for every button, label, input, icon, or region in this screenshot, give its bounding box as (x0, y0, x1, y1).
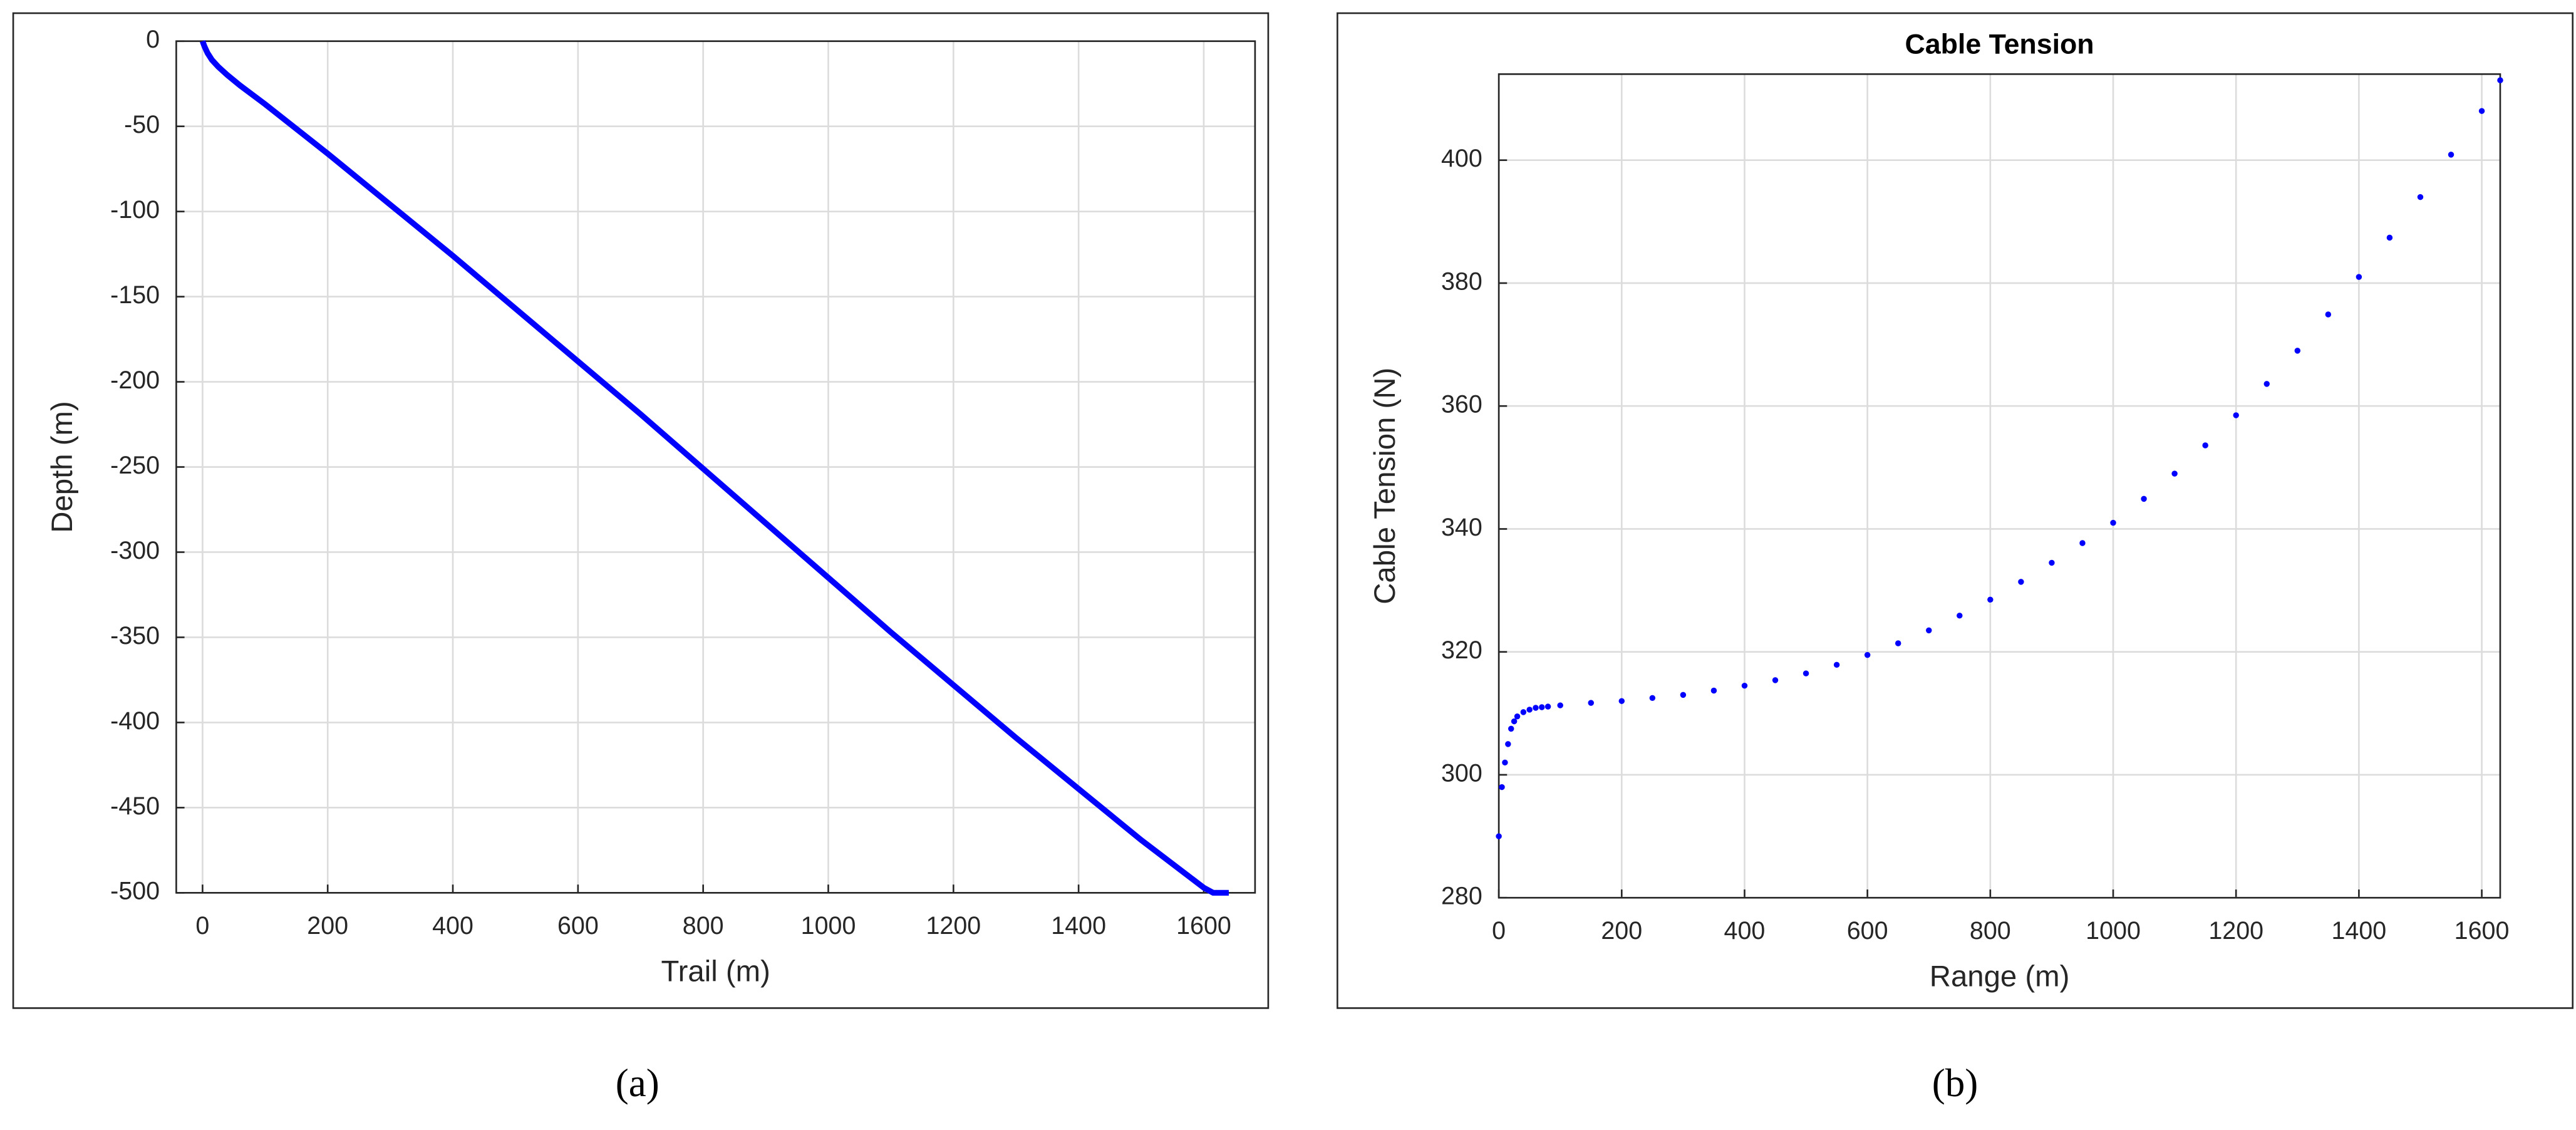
data-point (1511, 718, 1518, 725)
data-point (1533, 705, 1539, 711)
y-tick-label: -400 (110, 707, 160, 735)
panel-frame (12, 12, 1270, 1009)
data-point (2325, 311, 2332, 318)
chart-title: Cable Tension (1905, 29, 2094, 60)
y-tick-label: -500 (110, 878, 160, 905)
data-point (2171, 470, 2178, 477)
data-point (1526, 707, 1533, 713)
data-point (1957, 613, 1963, 619)
data-point (1741, 682, 1748, 689)
data-point (1496, 833, 1502, 839)
y-axis-label: Cable Tension (N) (1368, 368, 1402, 604)
data-point (2233, 412, 2239, 418)
x-tick-label: 1600 (2454, 917, 2510, 945)
data-point (1833, 661, 1840, 668)
x-tick-label: 1200 (2208, 917, 2263, 945)
data-point (1514, 713, 1521, 720)
y-tick-label: -150 (110, 281, 160, 309)
data-point (1680, 692, 1687, 698)
data-point (1539, 704, 1545, 710)
data-point (2141, 495, 2147, 502)
y-tick-label: 360 (1441, 391, 1482, 418)
data-point (2263, 381, 2270, 387)
y-tick-label: 280 (1441, 883, 1482, 910)
data-point (2386, 234, 2393, 241)
data-point (2018, 579, 2024, 585)
data-line (200, 40, 1229, 896)
data-point (1710, 687, 1717, 694)
x-tick-label: 200 (307, 912, 348, 940)
y-tick-label: -100 (110, 196, 160, 224)
data-point (1772, 677, 1779, 683)
data-point (1987, 596, 1994, 603)
data-point (2110, 519, 2116, 526)
plot-frame (1497, 73, 2501, 899)
x-tick-label: 600 (557, 912, 599, 940)
x-tick-label: 1400 (2332, 917, 2387, 945)
x-tick-label: 1600 (1176, 912, 1231, 940)
data-point (1557, 702, 1563, 708)
x-tick-label: 1000 (801, 912, 856, 940)
data-point (2417, 194, 2424, 200)
y-tick-label: 400 (1441, 145, 1482, 172)
x-axis-label: Trail (m) (661, 955, 770, 988)
caption: (a) (616, 1061, 660, 1105)
data-point (1544, 703, 1551, 710)
x-tick-label: 1400 (1051, 912, 1106, 940)
x-tick-label: 200 (1601, 917, 1642, 945)
data-point (1502, 759, 1508, 766)
plot-frame (175, 40, 1256, 894)
data-point (2448, 152, 2454, 158)
x-tick-label: 600 (1847, 917, 1888, 945)
data-point (1618, 698, 1625, 704)
data-point (2497, 77, 2503, 83)
data-point (2356, 274, 2362, 280)
x-tick-label: 400 (432, 912, 473, 940)
y-tick-label: -300 (110, 537, 160, 564)
y-tick-label: 300 (1441, 759, 1482, 787)
caption: (b) (1932, 1061, 1979, 1105)
data-point (2202, 442, 2208, 448)
x-tick-label: 0 (195, 912, 209, 940)
x-tick-label: 0 (1492, 917, 1506, 945)
data-point (2049, 559, 2055, 566)
x-tick-label: 1000 (2086, 917, 2141, 945)
y-tick-label: 340 (1441, 514, 1482, 541)
y-axis-label: Depth (m) (46, 401, 79, 532)
data-point (1505, 741, 1511, 747)
y-tick-label: -350 (110, 622, 160, 650)
y-tick-label: 380 (1441, 267, 1482, 295)
y-tick-label: -450 (110, 792, 160, 820)
panel-frame (1337, 12, 2574, 1009)
data-point (1895, 640, 1901, 646)
data-point (2294, 348, 2301, 354)
x-tick-label: 800 (683, 912, 724, 940)
x-tick-label: 400 (1724, 917, 1766, 945)
data-point (2478, 108, 2485, 114)
y-tick-label: 320 (1441, 636, 1482, 664)
data-point (1588, 700, 1594, 706)
y-tick-label: -200 (110, 366, 160, 394)
data-point (1499, 784, 1505, 790)
data-point (1803, 670, 1809, 676)
y-tick-label: 0 (146, 26, 160, 53)
data-point (1508, 725, 1514, 732)
data-point (1926, 627, 1932, 634)
data-point (1649, 695, 1656, 702)
data-point (1520, 709, 1527, 715)
data-point (1864, 651, 1871, 658)
x-axis-label: Range (m) (1930, 960, 2070, 993)
x-tick-label: 800 (1970, 917, 2011, 945)
data-point (2079, 540, 2086, 546)
y-tick-label: -50 (124, 111, 160, 138)
y-tick-label: -250 (110, 452, 160, 479)
x-tick-label: 1200 (926, 912, 981, 940)
